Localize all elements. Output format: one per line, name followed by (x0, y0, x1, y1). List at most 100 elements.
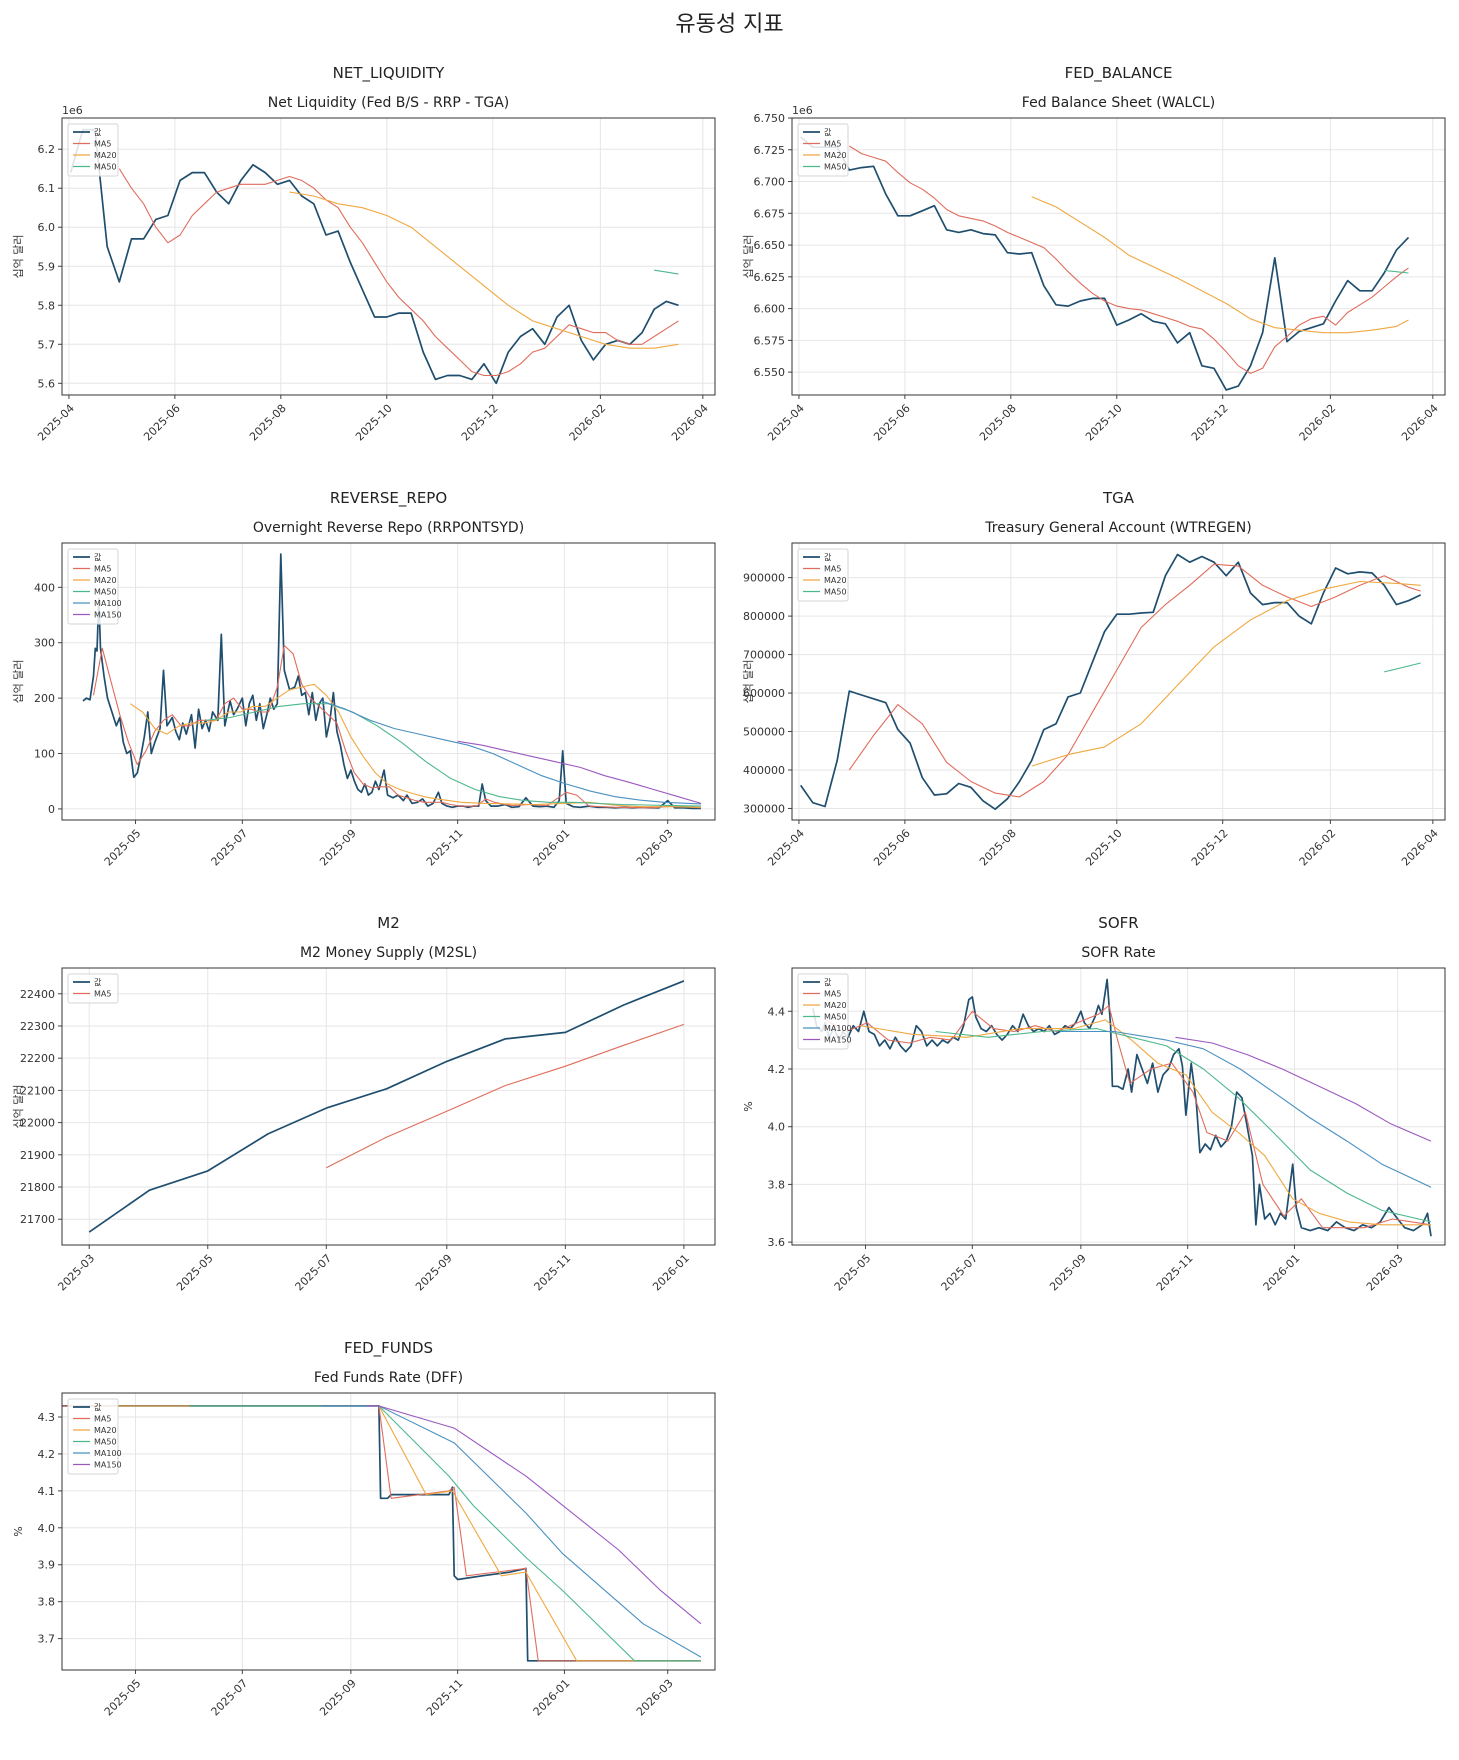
plot-area (62, 1393, 715, 1670)
x-tick-label: 2025-11 (424, 1677, 466, 1719)
y-offset-label: 1e6 (62, 104, 83, 117)
x-tick-label: 2025-08 (977, 402, 1019, 444)
legend-box (797, 973, 849, 1050)
x-tick-label: 2025-03 (55, 1252, 97, 1294)
y-tick-label: 5.9 (38, 260, 56, 273)
legend-box (67, 123, 119, 177)
series-line-ma150 (457, 740, 702, 804)
legend-label: MA150 (824, 1036, 852, 1045)
x-tick-label: 2026-01 (1261, 1252, 1303, 1294)
y-tick-label: 6.625 (754, 271, 786, 284)
y-tick-label: 6.600 (754, 303, 786, 316)
legend-box (67, 973, 119, 1004)
y-tick-label: 6.675 (754, 207, 786, 220)
chart-subtitle: SOFR Rate (1081, 945, 1155, 961)
chart-title: SOFR (1098, 914, 1138, 932)
y-tick-label: 22300 (20, 1020, 55, 1033)
chart-subtitle: M2 Money Supply (M2SL) (300, 945, 477, 961)
series-line-ma50 (205, 703, 702, 807)
chart-subtitle: Net Liquidity (Fed B/S - RRP - TGA) (268, 95, 510, 111)
x-tick-label: 2025-05 (832, 1252, 874, 1294)
y-tick-label: 6.1 (38, 182, 56, 195)
y-axis-label: 십억 달러 (742, 235, 755, 279)
x-tick-label: 2025-06 (871, 402, 913, 444)
y-tick-label: 900000 (743, 572, 785, 585)
x-tick-label: 2025-04 (35, 402, 77, 444)
legend-label: MA20 (824, 1001, 847, 1010)
y-tick-label: 22200 (20, 1052, 55, 1065)
series-line-value (812, 978, 1432, 1237)
y-tick-label: 4.1 (38, 1485, 56, 1498)
series-line-ma50 (1384, 269, 1409, 274)
y-tick-label: 5.6 (38, 377, 56, 390)
x-tick-label: 2026-03 (1364, 1252, 1406, 1294)
series-line-ma20 (289, 191, 679, 349)
legend-label: 값 (94, 127, 102, 137)
series-line-value (800, 553, 1422, 811)
legend-label: MA20 (94, 151, 117, 160)
x-tick-label: 2026-04 (1399, 402, 1441, 444)
y-tick-label: 500000 (743, 726, 785, 739)
chart-title: FED_FUNDS (344, 1339, 433, 1358)
legend-label: 값 (824, 552, 832, 562)
x-tick-label: 2025-11 (424, 827, 466, 869)
legend-label: 값 (824, 127, 832, 137)
plot-area (792, 118, 1445, 395)
series-line-ma5 (825, 1004, 1432, 1229)
y-tick-label: 4.2 (768, 1063, 786, 1076)
chart-title: NET_LIQUIDITY (333, 64, 445, 83)
legend-label: MA5 (94, 565, 111, 574)
legend-box (67, 1398, 119, 1475)
y-tick-label: 3.9 (38, 1559, 56, 1572)
series-line-ma20 (98, 1405, 701, 1662)
y-tick-label: 300 (34, 637, 55, 650)
y-axis-label: 십억 달러 (12, 1085, 25, 1129)
axes-frame (791, 967, 1446, 1246)
x-tick-label: 2025-07 (293, 1252, 335, 1294)
y-tick-label: 3.6 (768, 1236, 786, 1249)
y-tick-label: 22000 (20, 1117, 55, 1130)
x-tick-label: 2025-09 (413, 1252, 455, 1294)
x-tick-label: 2026-04 (1399, 827, 1441, 869)
series-line-ma100 (320, 700, 702, 805)
chart-title: FED_BALANCE (1065, 64, 1173, 83)
axes-frame (791, 542, 1446, 821)
x-tick-label: 2025-10 (353, 402, 395, 444)
y-tick-label: 6.700 (754, 176, 786, 189)
chart-net-liquidity: NET_LIQUIDITY Net Liquidity (Fed B/S - RR… (0, 55, 729, 475)
series-line-ma20 (1031, 196, 1409, 334)
legend-label: MA5 (824, 565, 841, 574)
y-axis-label: 십억 달러 (12, 235, 25, 279)
chart-m2: M2 M2 Money Supply (M2SL) 2025-03 2025-05 20… (0, 905, 729, 1325)
y-tick-label: 6.650 (754, 239, 786, 252)
x-tick-label: 2026-02 (1297, 402, 1339, 444)
x-tick-label: 2025-12 (1189, 827, 1231, 869)
y-tick-label: 6.575 (754, 334, 786, 347)
legend-label: MA150 (94, 611, 122, 620)
y-tick-label: 300000 (743, 802, 785, 815)
y-tick-label: 21700 (20, 1213, 55, 1226)
x-tick-label: 2025-11 (1154, 1252, 1196, 1294)
chart-svg: SOFR SOFR Rate 2025-05 2025-07 2025-09 2025-1… (742, 914, 1446, 1294)
x-tick-label: 2025-05 (102, 1677, 144, 1719)
series-line-ma50 (935, 1028, 1432, 1223)
chart-fed-funds: FED_FUNDS Fed Funds Rate (DFF) 2025-05 2025… (0, 1330, 729, 1750)
legend-label: MA20 (824, 151, 847, 160)
y-tick-label: 6.0 (38, 221, 56, 234)
y-tick-label: 22400 (20, 988, 55, 1001)
x-tick-label: 2025-07 (939, 1252, 981, 1294)
chart-subtitle: Treasury General Account (WTREGEN) (984, 520, 1251, 536)
y-tick-label: 400 (34, 581, 55, 594)
chart-subtitle: Fed Balance Sheet (WALCL) (1022, 95, 1215, 111)
legend-label: MA100 (94, 599, 122, 608)
y-tick-label: 22100 (20, 1084, 55, 1097)
series-line-ma5 (326, 1023, 685, 1169)
series-line-value (800, 136, 1410, 391)
legend-label: MA5 (824, 140, 841, 149)
legend-label: MA20 (94, 1426, 117, 1435)
legend-box (797, 548, 849, 602)
x-tick-label: 2025-12 (1189, 402, 1231, 444)
series-line-ma50 (654, 269, 679, 275)
series-line-ma20 (129, 683, 702, 808)
x-tick-label: 2026-02 (567, 402, 609, 444)
